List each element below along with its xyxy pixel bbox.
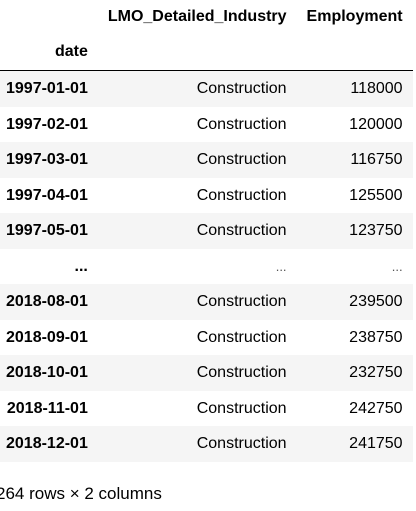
table-body: 1997-01-01 Construction 118000 1997-02-01 Co… bbox=[0, 70, 413, 462]
row-index-cell: 2018-11-01 bbox=[6, 399, 88, 417]
industry-cell: Construction bbox=[196, 115, 287, 133]
dataframe-table: LMO_Detailed_Industry Employment date 19… bbox=[0, 0, 413, 462]
column-header-employment: Employment bbox=[306, 8, 403, 25]
index-name-row: date bbox=[0, 34, 413, 71]
table-row: 1997-02-01 Construction 120000 bbox=[0, 107, 413, 143]
industry-cell: Construction bbox=[196, 435, 287, 452]
employment-cell: 238750 bbox=[349, 328, 403, 346]
column-header-row: LMO_Detailed_Industry Employment bbox=[0, 0, 413, 34]
index-name-header: date bbox=[54, 43, 88, 60]
industry-cell: Construction bbox=[196, 151, 287, 168]
index-name-blank bbox=[98, 34, 297, 71]
industry-cell: Construction bbox=[196, 293, 287, 310]
industry-cell: Construction bbox=[196, 328, 287, 346]
industry-cell: ... bbox=[275, 258, 287, 274]
row-index-cell: ... bbox=[74, 257, 88, 275]
row-index-cell: 1997-02-01 bbox=[6, 115, 88, 133]
row-index-cell: 2018-10-01 bbox=[6, 364, 88, 381]
table-header: LMO_Detailed_Industry Employment date bbox=[0, 0, 413, 71]
row-index-cell: 2018-08-01 bbox=[6, 293, 88, 310]
employment-cell: 123750 bbox=[349, 222, 403, 239]
employment-cell: 118000 bbox=[350, 80, 403, 97]
employment-cell: 116750 bbox=[350, 151, 403, 168]
row-index-cell: 1997-05-01 bbox=[6, 222, 88, 239]
table-row: 2018-10-01 Construction 232750 bbox=[0, 355, 413, 391]
employment-cell: 242750 bbox=[349, 399, 403, 417]
row-index-cell: 1997-04-01 bbox=[6, 186, 88, 204]
industry-cell: Construction bbox=[196, 80, 287, 97]
row-index-cell: 2018-09-01 bbox=[6, 328, 88, 346]
table-row: 1997-01-01 Construction 118000 bbox=[0, 70, 413, 107]
table-row: 2018-08-01 Construction 239500 bbox=[0, 284, 413, 320]
index-name-blank bbox=[297, 34, 413, 71]
shape-summary: 264 rows × 2 columns bbox=[0, 484, 162, 503]
row-index-cell: 1997-01-01 bbox=[6, 80, 88, 97]
table-row-ellipsis: ......... bbox=[0, 249, 413, 285]
employment-cell: 120000 bbox=[349, 115, 403, 133]
table-row: 1997-03-01 Construction 116750 bbox=[0, 142, 413, 178]
industry-cell: Construction bbox=[196, 364, 287, 381]
index-header-blank bbox=[0, 0, 98, 34]
table-row: 1997-05-01 Construction 123750 bbox=[0, 213, 413, 249]
row-index-cell: 2018-12-01 bbox=[6, 435, 88, 452]
table-row: 2018-09-01 Construction 238750 bbox=[0, 320, 413, 356]
employment-cell: 239500 bbox=[349, 293, 403, 310]
employment-cell: 125500 bbox=[349, 186, 403, 204]
table-row: 2018-11-01 Construction 242750 bbox=[0, 391, 413, 427]
employment-cell: 232750 bbox=[349, 364, 403, 381]
industry-cell: Construction bbox=[196, 186, 287, 204]
table-row: 2018-12-01 Construction 241750 bbox=[0, 426, 413, 462]
column-header-industry: LMO_Detailed_Industry bbox=[107, 8, 287, 25]
employment-cell: ... bbox=[391, 258, 403, 274]
industry-cell: Construction bbox=[196, 222, 287, 239]
table-row: 1997-04-01 Construction 125500 bbox=[0, 178, 413, 214]
row-index-cell: 1997-03-01 bbox=[6, 151, 88, 168]
employment-cell: 241750 bbox=[349, 435, 403, 452]
industry-cell: Construction bbox=[196, 399, 287, 417]
